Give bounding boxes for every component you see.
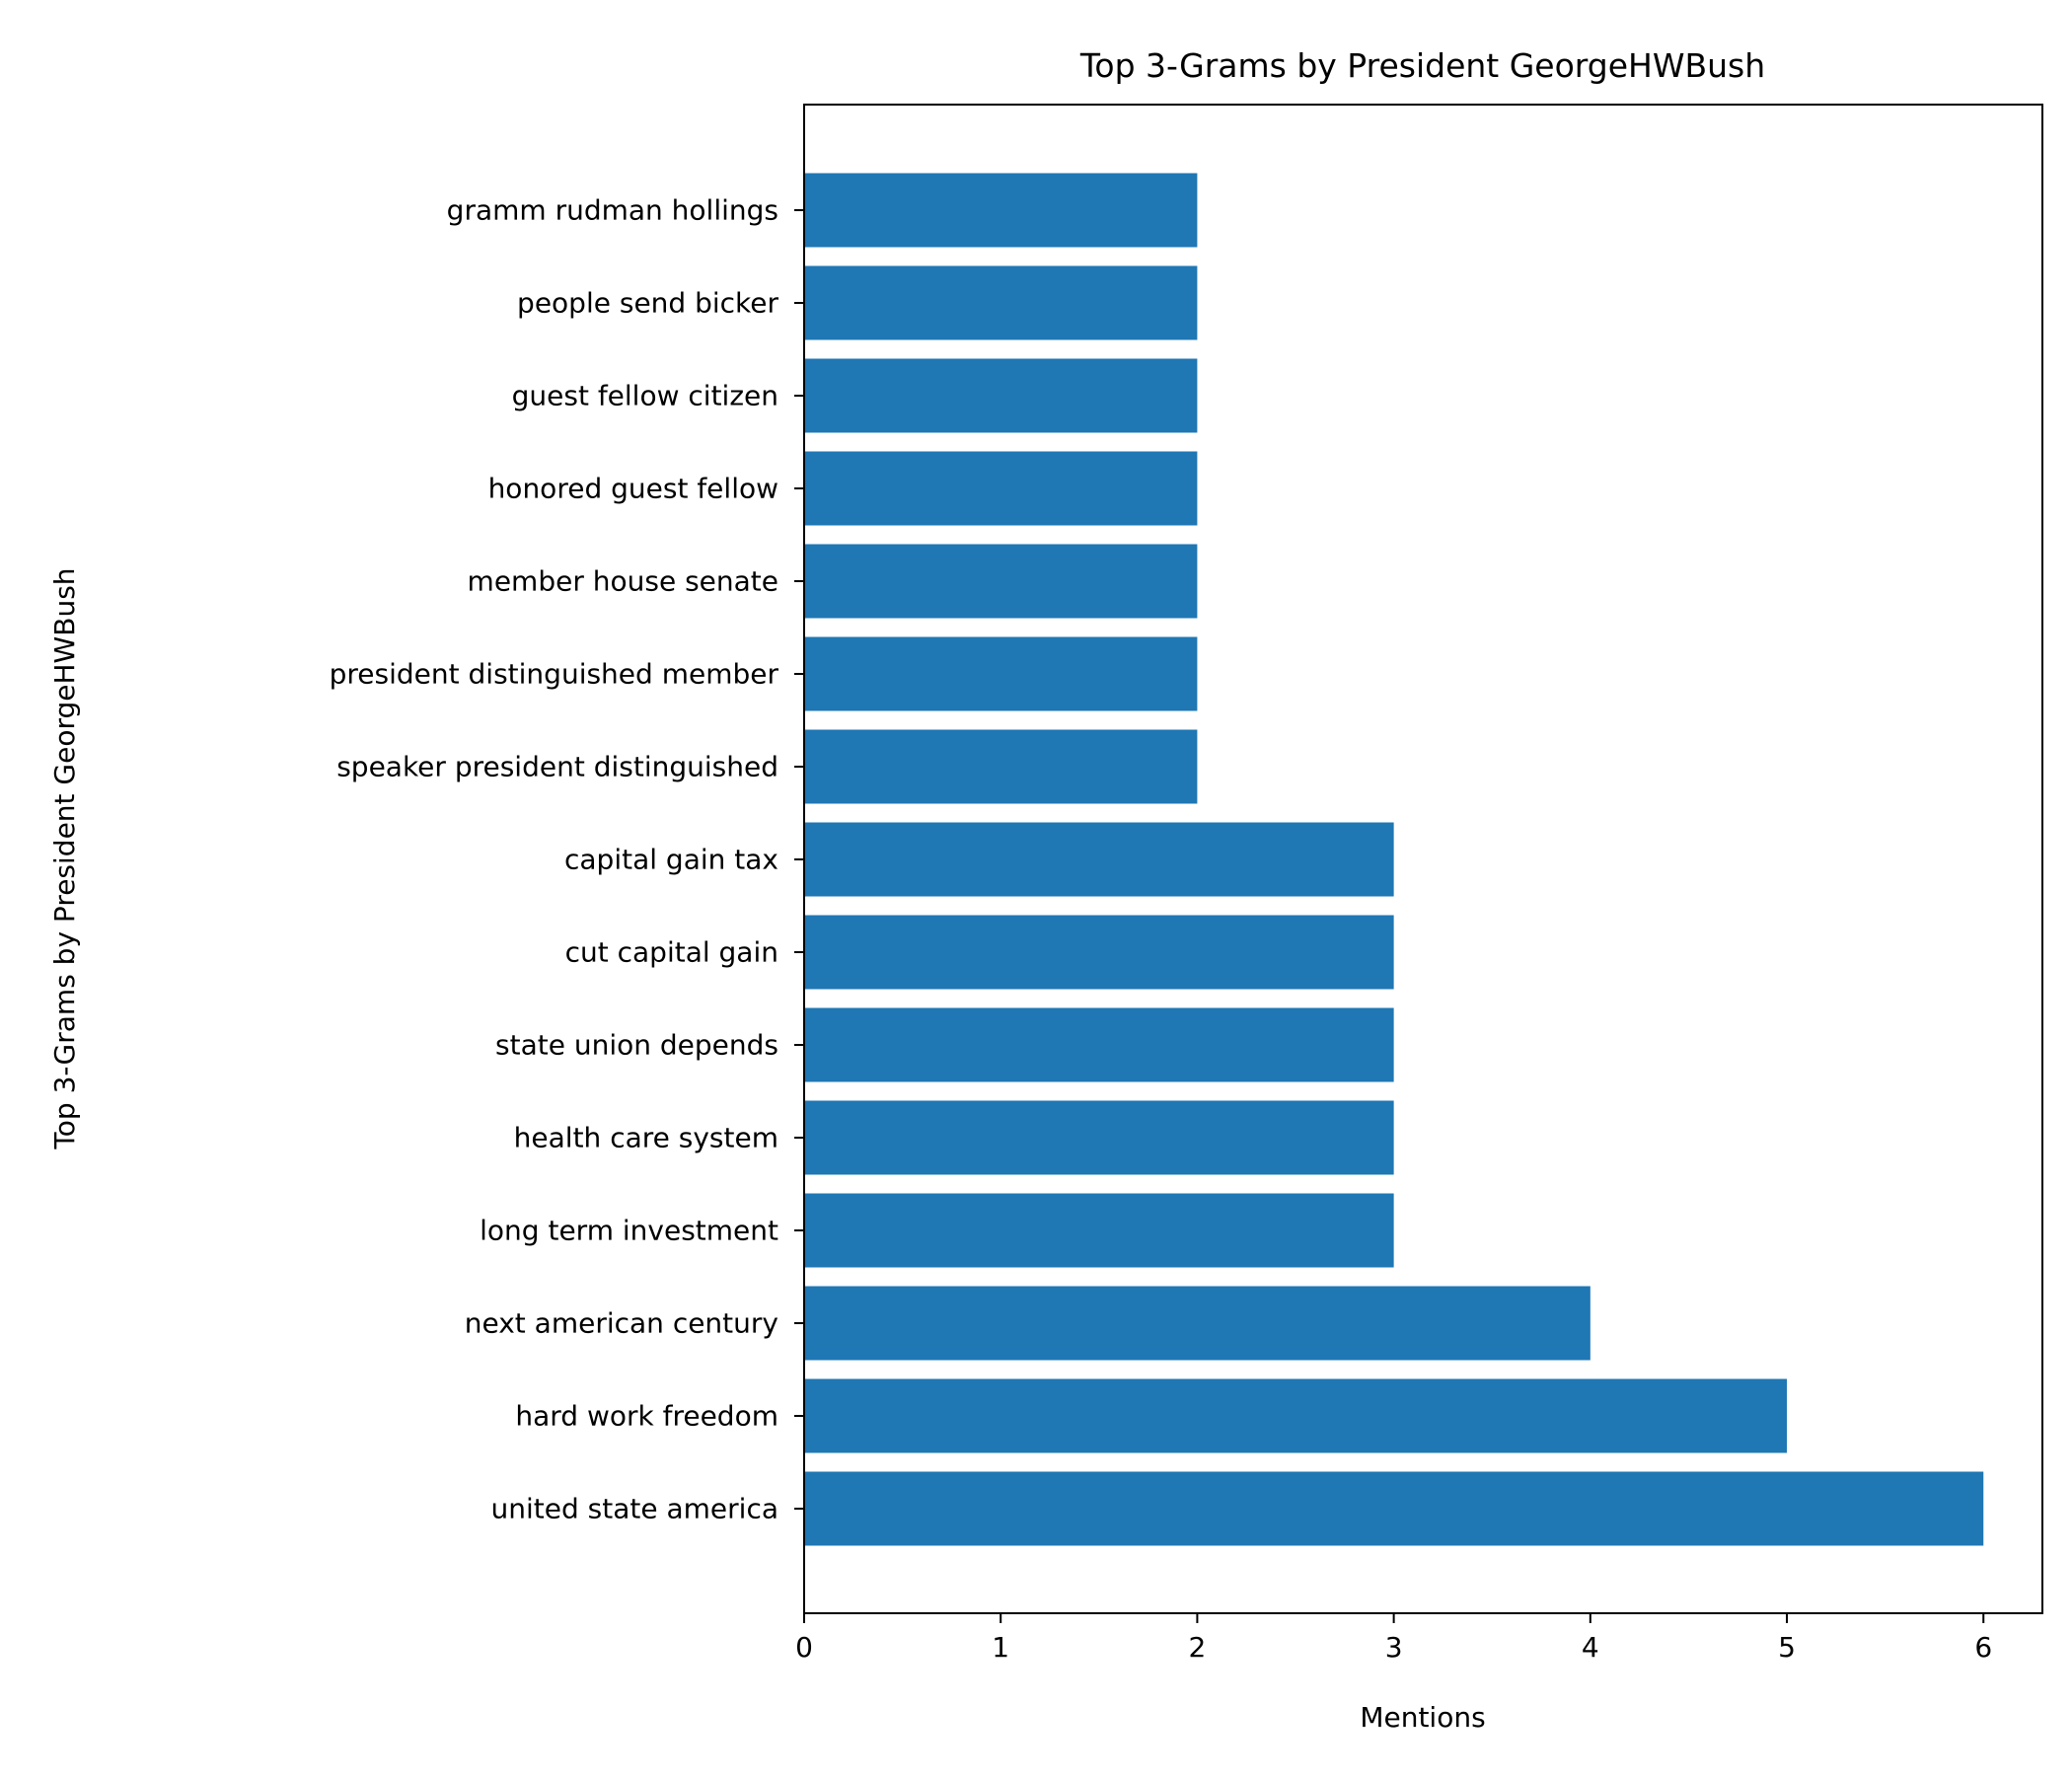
y-tick-label: next american century	[465, 1307, 778, 1340]
y-tick-label: capital gain tax	[564, 844, 778, 876]
bar-speaker-president-distinguished	[804, 729, 1198, 804]
bar-health-care-system	[804, 1100, 1394, 1175]
y-tick-label: state union depends	[495, 1029, 778, 1062]
y-tick-label: speaker president distinguished	[336, 751, 778, 783]
y-tick-label: honored guest fellow	[488, 473, 778, 505]
y-tick-label: hard work freedom	[515, 1400, 778, 1433]
chart-title: Top 3-Grams by President GeorgeHWBush	[1079, 46, 1765, 85]
y-tick-label: united state america	[491, 1493, 778, 1525]
bar-state-union-depends	[804, 1007, 1394, 1082]
x-tick-label: 3	[1385, 1631, 1403, 1664]
y-tick-label: cut capital gain	[565, 936, 778, 969]
bar-long-term-investment	[804, 1193, 1394, 1268]
bar-guest-fellow-citizen	[804, 358, 1198, 433]
x-tick-label: 6	[1974, 1631, 1992, 1664]
bar-cut-capital-gain	[804, 915, 1394, 990]
y-tick-label: people send bicker	[517, 287, 778, 320]
y-tick-label: gramm rudman hollings	[447, 194, 778, 227]
x-tick-label: 4	[1582, 1631, 1599, 1664]
y-axis-ticks: united state america hard work freedom nex…	[330, 194, 804, 1525]
x-tick-label: 0	[795, 1631, 813, 1664]
y-tick-label: health care system	[514, 1122, 778, 1154]
x-tick-label: 2	[1188, 1631, 1206, 1664]
bar-capital-gain-tax	[804, 822, 1394, 897]
bar-president-distinguished-member	[804, 636, 1198, 711]
y-tick-label: member house senate	[468, 565, 778, 598]
y-tick-label: long term investment	[480, 1215, 778, 1247]
bar-next-american-century	[804, 1286, 1591, 1361]
bar-united-state-america	[804, 1471, 1984, 1546]
bar-hard-work-freedom	[804, 1378, 1788, 1453]
y-tick-label: guest fellow citizen	[512, 380, 778, 412]
x-axis-ticks: 0 1 2 3 4 5 6	[795, 1613, 1992, 1664]
x-axis-label: Mentions	[1360, 1701, 1485, 1734]
y-tick-label: president distinguished member	[330, 658, 779, 691]
bar-honored-guest-fellow	[804, 451, 1198, 526]
x-tick-label: 5	[1778, 1631, 1796, 1664]
y-axis-label: Top 3-Grams by President GeorgeHWBush	[48, 567, 81, 1150]
bars-layer	[804, 173, 1984, 1546]
bar-member-house-senate	[804, 544, 1198, 619]
bar-people-send-bicker	[804, 265, 1198, 340]
plot-frame	[803, 104, 2043, 1614]
x-tick-label: 1	[992, 1631, 1009, 1664]
bar-gramm-rudman-hollings	[804, 173, 1198, 248]
